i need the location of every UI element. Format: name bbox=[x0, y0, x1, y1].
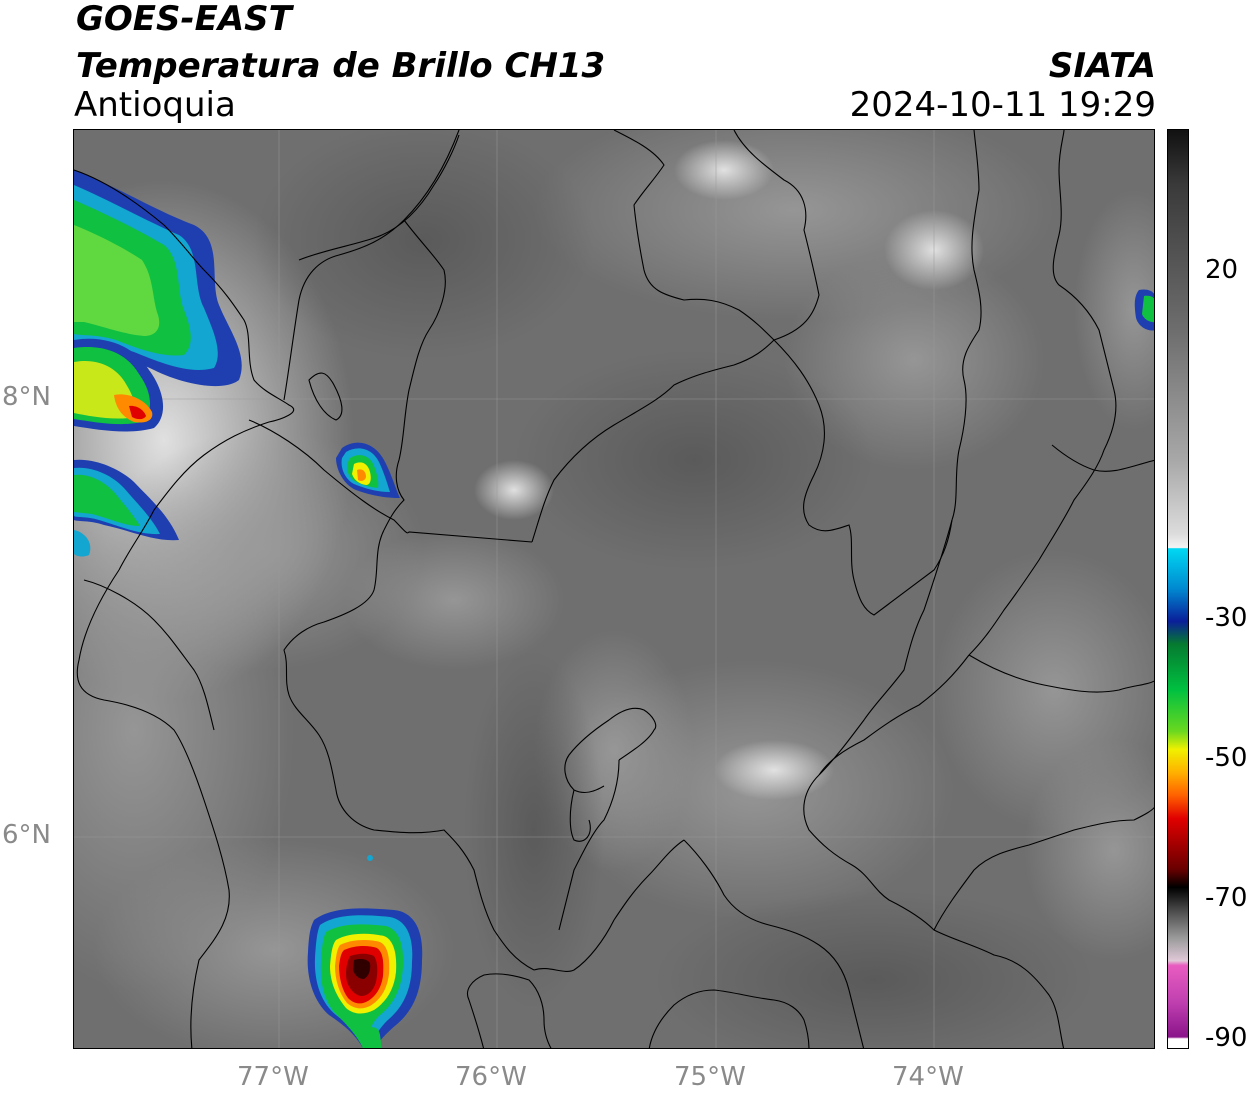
colorbar-gradient bbox=[1168, 130, 1188, 1048]
source-label: SIATA bbox=[1048, 46, 1156, 86]
colorbar-tick-minus30: -30 bbox=[1205, 603, 1248, 633]
colorbar-tick-minus70: -70 bbox=[1205, 883, 1248, 913]
satellite-title: GOES-EAST bbox=[76, 0, 292, 39]
lon-tick-75w: 75°W bbox=[674, 1062, 746, 1092]
convective-cell-south bbox=[307, 855, 423, 1048]
datetime-label: 2024-10-11 19:29 bbox=[849, 85, 1156, 125]
lon-tick-76w: 76°W bbox=[455, 1062, 527, 1092]
product-title: Temperatura de Brillo CH13 bbox=[76, 46, 606, 86]
lon-tick-74w: 74°W bbox=[892, 1062, 964, 1092]
colorbar-tick-minus90: -90 bbox=[1205, 1023, 1248, 1053]
brightness-temperature-map bbox=[73, 129, 1155, 1049]
lon-tick-77w: 77°W bbox=[237, 1062, 309, 1092]
convective-cell-northwest bbox=[74, 170, 1154, 557]
map-gridlines bbox=[74, 130, 1154, 1048]
lat-tick-6n: 6°N bbox=[2, 820, 51, 850]
lat-tick-8n: 8°N bbox=[2, 382, 51, 412]
map-canvas bbox=[74, 130, 1154, 1048]
temperature-colorbar bbox=[1167, 129, 1189, 1049]
colorbar-tick-20: 20 bbox=[1205, 255, 1239, 285]
region-label: Antioquia bbox=[74, 85, 236, 125]
convective-cell-uraba bbox=[336, 442, 400, 498]
colorbar-tick-minus50: -50 bbox=[1205, 743, 1248, 773]
political-borders bbox=[74, 130, 1154, 1048]
